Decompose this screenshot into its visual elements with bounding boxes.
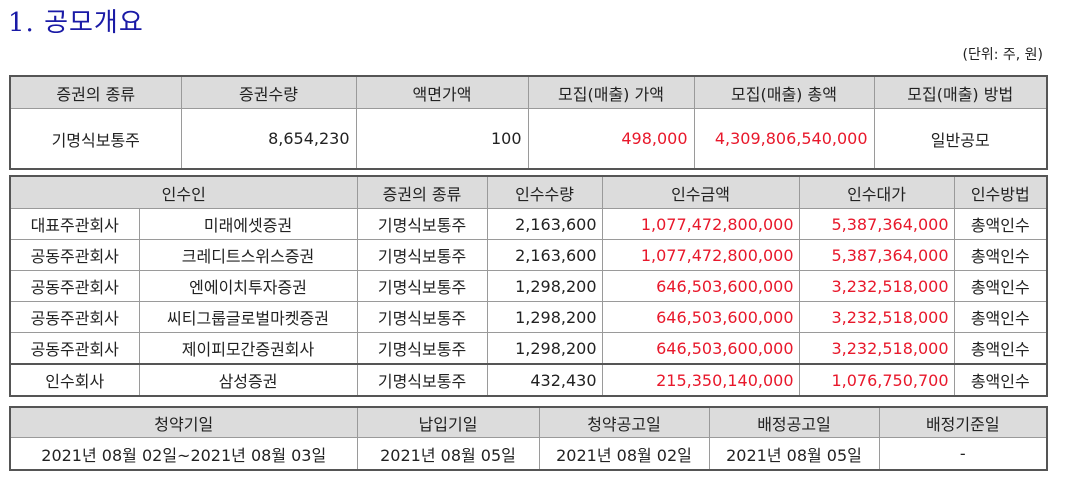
cell-name: 엔에이치투자증권 <box>138 270 358 302</box>
cell-amount: 1,077,472,800,000 <box>601 239 800 271</box>
cell-amount: 646,503,600,000 <box>601 301 800 333</box>
cell-name: 크레디트스위스증권 <box>138 239 358 271</box>
cell-qty: 2,163,600 <box>486 239 603 271</box>
cell-name: 삼성증권 <box>138 363 358 397</box>
header-underwrite-amount: 인수금액 <box>601 175 800 209</box>
cell-fee: 1,076,750,700 <box>798 363 955 397</box>
cell-fee: 3,232,518,000 <box>798 332 955 365</box>
header-payment-date: 납입기일 <box>356 406 540 438</box>
offering-row: 기명식보통주 8,654,230 100 498,000 4,309,806,5… <box>9 108 1048 170</box>
cell-type: 기명식보통주 <box>356 301 488 333</box>
cell-qty: 2,163,600 <box>486 208 603 240</box>
cell-payment-date: 2021년 08월 05일 <box>356 437 540 471</box>
header-par-value: 액면가액 <box>355 75 529 109</box>
header-method: 모집(매출) 방법 <box>873 75 1048 109</box>
header-security-type: 증권의 종류 <box>356 175 488 209</box>
cell-role: 인수회사 <box>9 363 140 397</box>
cell-role: 대표주관회사 <box>9 208 140 240</box>
cell-allotment-record-date: - <box>878 437 1048 471</box>
header-total-amount: 모집(매출) 총액 <box>693 75 875 109</box>
cell-name: 미래에셋증권 <box>138 208 358 240</box>
cell-method: 총액인수 <box>953 270 1048 302</box>
cell-offer-price: 498,000 <box>527 108 695 170</box>
cell-fee: 5,387,364,000 <box>798 239 955 271</box>
header-subscription-notice-date: 청약공고일 <box>538 406 710 438</box>
cell-method: 총액인수 <box>953 239 1048 271</box>
schedule-row: 2021년 08월 02일~2021년 08월 03일 2021년 08월 05… <box>9 437 1048 471</box>
cell-par-value: 100 <box>355 108 529 170</box>
table-row: 공동주관회사 크레디트스위스증권 기명식보통주 2,163,600 1,077,… <box>9 239 1048 271</box>
cell-subscription-date: 2021년 08월 02일~2021년 08월 03일 <box>9 437 358 471</box>
cell-name: 씨티그룹글로벌마켓증권 <box>138 301 358 333</box>
schedule-table: 청약기일 납입기일 청약공고일 배정공고일 배정기준일 2021년 08월 02… <box>9 406 1048 471</box>
cell-total-amount: 4,309,806,540,000 <box>693 108 875 170</box>
cell-method: 총액인수 <box>953 208 1048 240</box>
header-subscription-date: 청약기일 <box>9 406 358 438</box>
header-underwriter: 인수인 <box>9 175 358 209</box>
cell-fee: 5,387,364,000 <box>798 208 955 240</box>
cell-fee: 3,232,518,000 <box>798 301 955 333</box>
cell-type: 기명식보통주 <box>356 208 488 240</box>
cell-method: 총액인수 <box>953 332 1048 365</box>
cell-type: 기명식보통주 <box>356 332 488 365</box>
cell-amount: 215,350,140,000 <box>601 363 800 397</box>
underwriter-table: 인수인 증권의 종류 인수수량 인수금액 인수대가 인수방법 대표주관회사 미래… <box>9 175 1049 397</box>
cell-role: 공동주관회사 <box>9 332 140 365</box>
table-row: 공동주관회사 엔에이치투자증권 기명식보통주 1,298,200 646,503… <box>9 270 1048 302</box>
header-underwrite-qty: 인수수량 <box>486 175 603 209</box>
cell-role: 공동주관회사 <box>9 270 140 302</box>
table-row: 공동주관회사 씨티그룹글로벌마켓증권 기명식보통주 1,298,200 646,… <box>9 301 1048 333</box>
cell-quantity: 8,654,230 <box>180 108 357 170</box>
cell-qty: 1,298,200 <box>486 270 603 302</box>
cell-qty: 1,298,200 <box>486 332 603 365</box>
offering-table: 증권의 종류 증권수량 액면가액 모집(매출) 가액 모집(매출) 총액 모집(… <box>9 75 1048 170</box>
cell-qty: 432,430 <box>486 363 603 397</box>
header-security-type: 증권의 종류 <box>9 75 182 109</box>
header-allotment-notice-date: 배정공고일 <box>708 406 880 438</box>
header-quantity: 증권수량 <box>180 75 357 109</box>
cell-allotment-notice-date: 2021년 08월 05일 <box>708 437 880 471</box>
cell-name: 제이피모간증권회사 <box>138 332 358 365</box>
cell-type: 기명식보통주 <box>356 270 488 302</box>
cell-type: 기명식보통주 <box>356 363 488 397</box>
table-row: 인수회사 삼성증권 기명식보통주 432,430 215,350,140,000… <box>9 363 1048 397</box>
underwriter-header-row: 인수인 증권의 종류 인수수량 인수금액 인수대가 인수방법 <box>9 175 1048 209</box>
cell-role: 공동주관회사 <box>9 301 140 333</box>
cell-method: 총액인수 <box>953 301 1048 333</box>
table-row: 공동주관회사 제이피모간증권회사 기명식보통주 1,298,200 646,50… <box>9 332 1048 365</box>
header-underwrite-fee: 인수대가 <box>798 175 955 209</box>
offering-header-row: 증권의 종류 증권수량 액면가액 모집(매출) 가액 모집(매출) 총액 모집(… <box>9 75 1048 109</box>
header-underwrite-method: 인수방법 <box>953 175 1048 209</box>
cell-amount: 1,077,472,800,000 <box>601 208 800 240</box>
cell-amount: 646,503,600,000 <box>601 332 800 365</box>
section-title: 1. 공모개요 <box>8 8 144 38</box>
cell-qty: 1,298,200 <box>486 301 603 333</box>
cell-amount: 646,503,600,000 <box>601 270 800 302</box>
cell-type: 기명식보통주 <box>356 239 488 271</box>
unit-note: (단위: 주, 원) <box>962 47 1043 63</box>
schedule-header-row: 청약기일 납입기일 청약공고일 배정공고일 배정기준일 <box>9 406 1048 438</box>
table-row: 대표주관회사 미래에셋증권 기명식보통주 2,163,600 1,077,472… <box>9 208 1048 240</box>
cell-fee: 3,232,518,000 <box>798 270 955 302</box>
cell-method: 총액인수 <box>953 363 1048 397</box>
cell-method: 일반공모 <box>873 108 1048 170</box>
header-allotment-record-date: 배정기준일 <box>878 406 1048 438</box>
cell-role: 공동주관회사 <box>9 239 140 271</box>
header-offer-price: 모집(매출) 가액 <box>527 75 695 109</box>
cell-subscription-notice-date: 2021년 08월 02일 <box>538 437 710 471</box>
cell-security-type: 기명식보통주 <box>9 108 182 170</box>
